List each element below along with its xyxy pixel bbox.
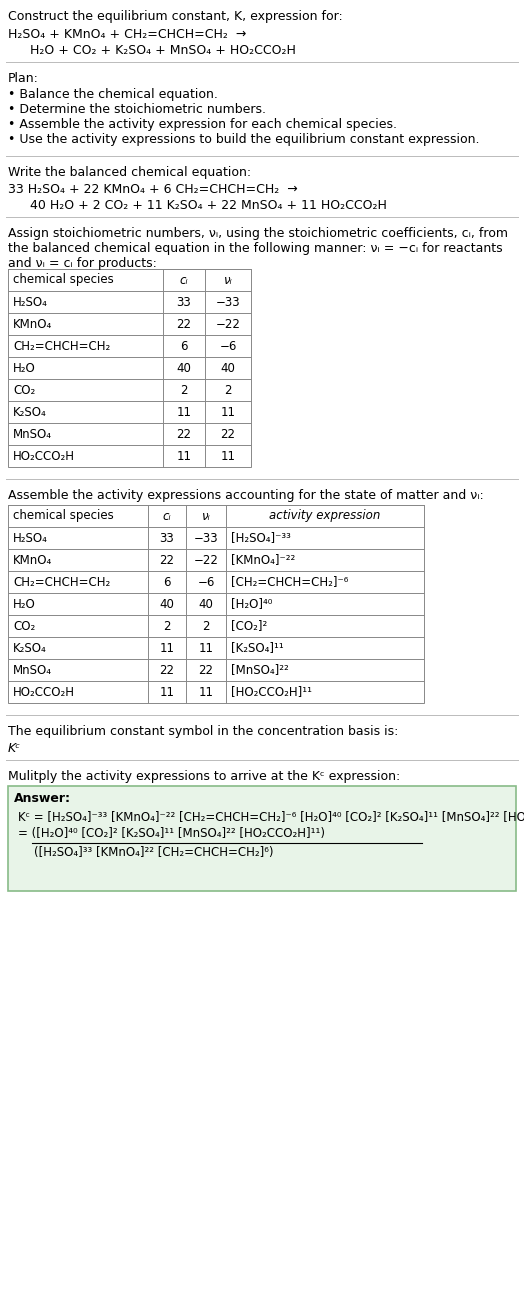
Text: H₂O: H₂O: [13, 362, 36, 375]
Text: cᵢ: cᵢ: [162, 510, 171, 523]
Text: chemical species: chemical species: [13, 510, 114, 523]
Text: 40 H₂O + 2 CO₂ + 11 K₂SO₄ + 22 MnSO₄ + 11 HO₂CCO₂H: 40 H₂O + 2 CO₂ + 11 K₂SO₄ + 22 MnSO₄ + 1…: [22, 198, 387, 211]
Text: −33: −33: [216, 296, 241, 309]
Text: Assemble the activity expressions accounting for the state of matter and νᵢ:: Assemble the activity expressions accoun…: [8, 489, 484, 502]
Text: H₂SO₄ + KMnO₄ + CH₂=CHCH=CH₂  →: H₂SO₄ + KMnO₄ + CH₂=CHCH=CH₂ →: [8, 29, 246, 42]
Text: 22: 22: [221, 428, 235, 441]
Text: • Balance the chemical equation.: • Balance the chemical equation.: [8, 88, 218, 101]
Text: 33 H₂SO₄ + 22 KMnO₄ + 6 CH₂=CHCH=CH₂  →: 33 H₂SO₄ + 22 KMnO₄ + 6 CH₂=CHCH=CH₂ →: [8, 183, 298, 196]
Text: KMnO₄: KMnO₄: [13, 318, 52, 331]
Text: KMnO₄: KMnO₄: [13, 554, 52, 567]
Text: 11: 11: [159, 642, 174, 655]
Text: 11: 11: [221, 450, 235, 463]
Text: chemical species: chemical species: [13, 274, 114, 287]
Text: [MnSO₄]²²: [MnSO₄]²²: [231, 664, 289, 677]
Text: = ([H₂O]⁴⁰ [CO₂]² [K₂SO₄]¹¹ [MnSO₄]²² [HO₂CCO₂H]¹¹): = ([H₂O]⁴⁰ [CO₂]² [K₂SO₄]¹¹ [MnSO₄]²² [H…: [18, 827, 325, 840]
Text: [CO₂]²: [CO₂]²: [231, 620, 267, 633]
Text: and νᵢ = cᵢ for products:: and νᵢ = cᵢ for products:: [8, 257, 157, 270]
Text: Mulitply the activity expressions to arrive at the Kᶜ expression:: Mulitply the activity expressions to arr…: [8, 770, 400, 783]
Text: HO₂CCO₂H: HO₂CCO₂H: [13, 450, 75, 463]
Text: −22: −22: [193, 554, 219, 567]
Text: 11: 11: [199, 686, 213, 699]
Text: 40: 40: [160, 598, 174, 611]
Text: [H₂SO₄]⁻³³: [H₂SO₄]⁻³³: [231, 532, 291, 545]
Text: • Assemble the activity expression for each chemical species.: • Assemble the activity expression for e…: [8, 118, 397, 131]
Text: Plan:: Plan:: [8, 73, 39, 86]
Text: CO₂: CO₂: [13, 384, 35, 397]
Text: Write the balanced chemical equation:: Write the balanced chemical equation:: [8, 166, 251, 179]
Text: 11: 11: [199, 642, 213, 655]
Text: 22: 22: [159, 664, 174, 677]
Text: 40: 40: [199, 598, 213, 611]
Text: MnSO₄: MnSO₄: [13, 428, 52, 441]
Text: 2: 2: [163, 620, 171, 633]
Text: 22: 22: [177, 318, 191, 331]
Text: 40: 40: [177, 362, 191, 375]
Text: [H₂O]⁴⁰: [H₂O]⁴⁰: [231, 598, 272, 611]
Text: [K₂SO₄]¹¹: [K₂SO₄]¹¹: [231, 642, 284, 655]
Bar: [8, 268, 251, 467]
Text: 22: 22: [177, 428, 191, 441]
Text: 40: 40: [221, 362, 235, 375]
Text: −22: −22: [215, 318, 241, 331]
Text: H₂O + CO₂ + K₂SO₄ + MnSO₄ + HO₂CCO₂H: H₂O + CO₂ + K₂SO₄ + MnSO₄ + HO₂CCO₂H: [22, 44, 296, 57]
Text: CH₂=CHCH=CH₂: CH₂=CHCH=CH₂: [13, 576, 110, 589]
Text: 33: 33: [160, 532, 174, 545]
Text: • Use the activity expressions to build the equilibrium constant expression.: • Use the activity expressions to build …: [8, 134, 479, 147]
Text: 22: 22: [159, 554, 174, 567]
Text: 11: 11: [177, 450, 191, 463]
Text: 11: 11: [221, 406, 235, 419]
Text: 6: 6: [180, 340, 188, 353]
Bar: [8, 786, 516, 891]
Text: [KMnO₄]⁻²²: [KMnO₄]⁻²²: [231, 554, 295, 567]
Text: • Determine the stoichiometric numbers.: • Determine the stoichiometric numbers.: [8, 102, 266, 115]
Text: HO₂CCO₂H: HO₂CCO₂H: [13, 686, 75, 699]
Text: K₂SO₄: K₂SO₄: [13, 406, 47, 419]
Text: 11: 11: [177, 406, 191, 419]
Text: 2: 2: [224, 384, 232, 397]
Text: [CH₂=CHCH=CH₂]⁻⁶: [CH₂=CHCH=CH₂]⁻⁶: [231, 576, 348, 589]
Text: νᵢ: νᵢ: [224, 274, 232, 287]
Text: cᵢ: cᵢ: [180, 274, 188, 287]
Text: −6: −6: [220, 340, 237, 353]
Text: 6: 6: [163, 576, 171, 589]
Text: ([H₂SO₄]³³ [KMnO₄]²² [CH₂=CHCH=CH₂]⁶): ([H₂SO₄]³³ [KMnO₄]²² [CH₂=CHCH=CH₂]⁶): [34, 846, 274, 859]
Text: H₂O: H₂O: [13, 598, 36, 611]
Text: Construct the equilibrium constant, K, expression for:: Construct the equilibrium constant, K, e…: [8, 10, 343, 23]
Text: The equilibrium constant symbol in the concentration basis is:: The equilibrium constant symbol in the c…: [8, 725, 398, 738]
Text: Answer:: Answer:: [14, 792, 71, 805]
Text: Kᶜ = [H₂SO₄]⁻³³ [KMnO₄]⁻²² [CH₂=CHCH=CH₂]⁻⁶ [H₂O]⁴⁰ [CO₂]² [K₂SO₄]¹¹ [MnSO₄]²² [: Kᶜ = [H₂SO₄]⁻³³ [KMnO₄]⁻²² [CH₂=CHCH=CH₂…: [18, 811, 524, 824]
Text: −33: −33: [194, 532, 219, 545]
Text: 22: 22: [199, 664, 213, 677]
Text: CO₂: CO₂: [13, 620, 35, 633]
Text: K₂SO₄: K₂SO₄: [13, 642, 47, 655]
Text: [HO₂CCO₂H]¹¹: [HO₂CCO₂H]¹¹: [231, 686, 312, 699]
Text: H₂SO₄: H₂SO₄: [13, 296, 48, 309]
Text: −6: −6: [198, 576, 215, 589]
Text: 2: 2: [180, 384, 188, 397]
Text: 2: 2: [202, 620, 210, 633]
Text: Assign stoichiometric numbers, νᵢ, using the stoichiometric coefficients, cᵢ, fr: Assign stoichiometric numbers, νᵢ, using…: [8, 227, 508, 240]
Text: CH₂=CHCH=CH₂: CH₂=CHCH=CH₂: [13, 340, 110, 353]
Text: H₂SO₄: H₂SO₄: [13, 532, 48, 545]
Text: 33: 33: [177, 296, 191, 309]
Text: activity expression: activity expression: [269, 510, 381, 523]
Text: 11: 11: [159, 686, 174, 699]
Text: Kᶜ: Kᶜ: [8, 742, 21, 755]
Text: MnSO₄: MnSO₄: [13, 664, 52, 677]
Bar: [8, 505, 424, 703]
Text: νᵢ: νᵢ: [202, 510, 210, 523]
Text: the balanced chemical equation in the following manner: νᵢ = −cᵢ for reactants: the balanced chemical equation in the fo…: [8, 243, 503, 256]
